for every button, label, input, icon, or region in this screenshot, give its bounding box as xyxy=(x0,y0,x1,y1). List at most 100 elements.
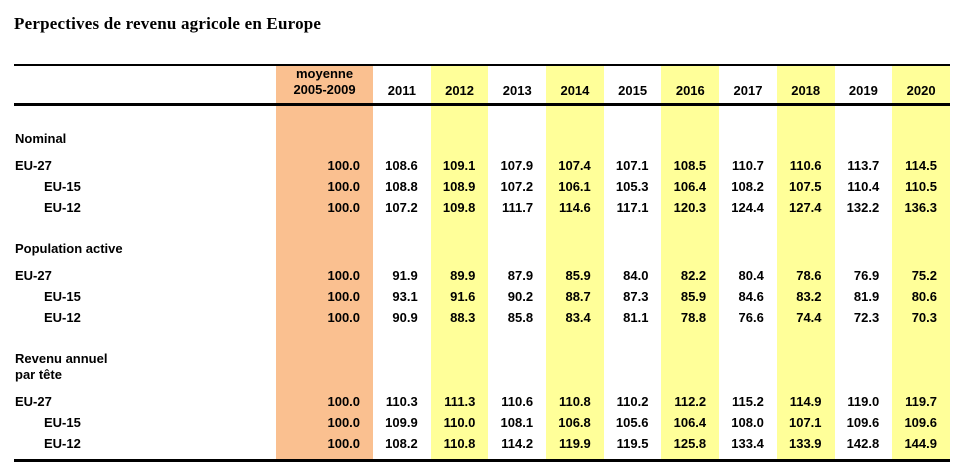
section-empty-cell xyxy=(431,343,489,388)
header-empty-cell xyxy=(14,65,277,106)
moyenne-value-cell: 100.0 xyxy=(327,157,361,173)
value-cell: 87.3 xyxy=(623,288,649,304)
value-cell: 117.1 xyxy=(616,199,649,215)
value-cell: 89.9 xyxy=(450,267,476,283)
value-cell: 144.9 xyxy=(904,435,937,451)
value-cell: 91.9 xyxy=(392,267,418,283)
value-cell: 107.1 xyxy=(615,157,649,173)
value-cell: 120.3 xyxy=(673,199,707,215)
spacer-cell xyxy=(373,215,431,233)
spacer-cell xyxy=(431,105,489,123)
spacer-cell xyxy=(835,105,893,123)
section-empty-cell xyxy=(661,233,719,262)
value-cell: 110.8 xyxy=(558,393,591,409)
income-table: moyenne 2005-2009 2011 2012 2013 2014 2015 2016… xyxy=(14,64,950,462)
section-empty-cell xyxy=(719,343,777,388)
value-cell: 108.5 xyxy=(673,157,707,173)
spacer-cell xyxy=(719,105,777,123)
spacer-cell xyxy=(719,325,777,343)
spacer-cell xyxy=(14,451,276,461)
spacer-cell xyxy=(661,215,719,233)
value-cell: 110.6 xyxy=(501,393,534,409)
section-empty-cell xyxy=(835,123,893,152)
section-empty-cell xyxy=(431,123,489,152)
section-empty-cell xyxy=(276,123,373,152)
section-label-cell: Revenu annuel par tête xyxy=(15,350,108,382)
value-cell: 93.1 xyxy=(392,288,418,304)
value-cell: 124.4 xyxy=(731,199,764,215)
value-cell: 85.8 xyxy=(507,309,534,325)
value-cell: 114.6 xyxy=(558,199,591,215)
header-row: moyenne 2005-2009 2011 2012 2013 2014 2015 2016… xyxy=(14,65,950,106)
row-label-cell: EU-15 xyxy=(44,414,81,430)
spacer-row xyxy=(14,325,950,343)
value-cell: 133.9 xyxy=(788,435,822,451)
year-header-cell: 2014 xyxy=(546,65,604,106)
value-cell: 113.7 xyxy=(847,157,880,173)
data-row: EU-27 100.0 108.6 109.1 107.9 107.4 107.1 108.5… xyxy=(14,152,950,173)
moyenne-header-line2: 2005-2009 xyxy=(293,82,356,97)
value-cell: 114.2 xyxy=(501,435,534,451)
value-cell: 105.6 xyxy=(615,414,649,430)
value-cell: 110.5 xyxy=(905,178,937,194)
spacer-cell xyxy=(777,215,835,233)
section-empty-cell xyxy=(488,343,546,388)
value-cell: 80.4 xyxy=(738,267,764,283)
value-cell: 105.3 xyxy=(615,178,649,194)
section-empty-cell xyxy=(604,123,662,152)
value-cell: 72.3 xyxy=(853,309,880,325)
section-empty-cell xyxy=(373,233,431,262)
value-cell: 110.0 xyxy=(443,414,476,430)
moyenne-value-cell: 100.0 xyxy=(327,199,361,215)
year-header-cell: 2019 xyxy=(834,65,893,106)
value-cell: 80.6 xyxy=(911,288,937,304)
spacer-cell xyxy=(604,325,662,343)
row-label-cell: EU-27 xyxy=(15,267,52,283)
value-cell: 106.4 xyxy=(673,178,707,194)
spacer-cell xyxy=(719,451,777,461)
section-header-row: Population active xyxy=(14,233,950,262)
value-cell: 132.2 xyxy=(846,199,880,215)
value-cell: 84.0 xyxy=(623,267,649,283)
value-cell: 76.9 xyxy=(853,267,880,283)
spacer-cell xyxy=(373,325,431,343)
value-cell: 111.7 xyxy=(501,199,534,215)
row-label-cell: EU-12 xyxy=(44,309,81,325)
spacer-cell xyxy=(431,451,489,461)
row-label-cell: EU-12 xyxy=(44,199,81,215)
data-row: EU-27 100.0 110.3 111.3 110.6 110.8 110.2 112.2… xyxy=(14,388,950,409)
value-cell: 112.2 xyxy=(674,393,707,409)
value-cell: 111.3 xyxy=(444,393,476,409)
value-cell: 109.8 xyxy=(442,199,476,215)
spacer-cell xyxy=(777,105,835,123)
year-header-cell: 2020 xyxy=(892,65,950,106)
value-cell: 106.1 xyxy=(558,178,591,194)
section-label-cell: Nominal xyxy=(15,130,67,146)
spacer-cell xyxy=(604,215,662,233)
spacer-cell xyxy=(488,215,546,233)
spacer-cell xyxy=(604,105,662,123)
section-empty-cell xyxy=(488,123,546,152)
value-cell: 110.6 xyxy=(789,157,822,173)
value-cell: 88.3 xyxy=(450,309,476,325)
value-cell: 87.9 xyxy=(507,267,534,283)
section-empty-cell xyxy=(719,233,777,262)
spacer-row xyxy=(14,451,950,461)
spacer-cell xyxy=(719,215,777,233)
section-empty-cell xyxy=(604,343,662,388)
spacer-cell xyxy=(373,451,431,461)
spacer-cell xyxy=(488,451,546,461)
value-cell: 114.9 xyxy=(789,393,822,409)
value-cell: 108.0 xyxy=(731,414,764,430)
spacer-cell xyxy=(892,325,950,343)
spacer-cell xyxy=(892,215,950,233)
value-cell: 106.4 xyxy=(673,414,707,430)
data-row: EU-12 100.0 90.9 88.3 85.8 83.4 81.1 78.8 76.6 74… xyxy=(14,304,950,325)
data-row: EU-15 100.0 93.1 91.6 90.2 88.7 87.3 85.9 84.6 83… xyxy=(14,283,950,304)
section-empty-cell xyxy=(431,233,489,262)
section-empty-cell xyxy=(546,233,604,262)
spacer-cell xyxy=(546,451,604,461)
row-label-cell: EU-12 xyxy=(44,435,81,451)
spacer-cell xyxy=(661,105,719,123)
value-cell: 75.2 xyxy=(911,267,937,283)
